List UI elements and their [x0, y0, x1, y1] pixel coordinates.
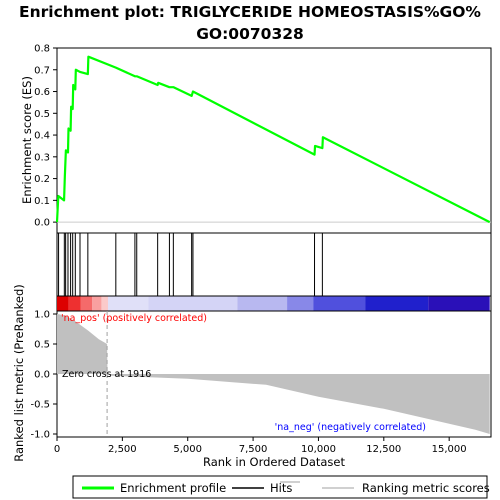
x-tick-label-1: 2,500 — [108, 444, 137, 455]
x-tick-label-0: 0 — [54, 444, 60, 455]
metric-area-group — [57, 314, 490, 434]
heatmap-segment-11 — [428, 296, 490, 311]
es-line — [55, 55, 491, 224]
x-axis-ticks: 0 2,500 5,000 7,500 10,000 12,500 15,000 — [54, 437, 467, 455]
es-tick-label-7: 0.7 — [34, 65, 50, 76]
es-axis-ticks: 0.0 0.1 0.2 0.3 0.4 0.5 0.6 0.7 0.8 — [34, 44, 491, 229]
metric-area — [57, 314, 490, 434]
es-tick-label-6: 0.6 — [34, 87, 50, 98]
heatmap-segment-6 — [148, 296, 238, 311]
heatmap-segment-3 — [92, 296, 102, 311]
heatmap-segment-4 — [101, 296, 108, 311]
x-tick-label-3: 7,500 — [239, 444, 268, 455]
legend-metric-label: Ranking metric scores — [362, 481, 490, 495]
es-tick-label-8: 0.8 — [34, 44, 50, 55]
es-tick-label-1: 0.1 — [34, 196, 50, 207]
es-tick-label-4: 0.4 — [34, 131, 50, 142]
heatmap-segment-10 — [365, 296, 429, 311]
hit-marks — [58, 233, 323, 296]
x-tick-label-2: 5,000 — [173, 444, 202, 455]
heatmap-segment-9 — [313, 296, 366, 311]
legend-es-label: Enrichment profile — [120, 481, 226, 495]
x-axis-label: Rank in Ordered Dataset — [203, 455, 346, 469]
x-tick-label-6: 15,000 — [432, 444, 467, 455]
metric-tick-label-3: -0.5 — [30, 400, 50, 411]
heatmap-segment-7 — [237, 296, 288, 311]
es-line-group — [55, 55, 491, 224]
neg-correlated-label: 'na_neg' (negatively correlated) — [275, 422, 426, 433]
x-tick-label-5: 12,500 — [366, 444, 401, 455]
chart-title-line1: Enrichment plot: TRIGLYCERIDE HOMEOSTASI… — [19, 3, 481, 21]
legend-box — [72, 475, 488, 499]
heatmap-segment-5 — [107, 296, 149, 311]
heatmap-segment-0 — [57, 296, 69, 311]
es-tick-label-2: 0.2 — [34, 174, 50, 185]
chart-title-line2: GO:0070328 — [196, 25, 304, 43]
es-y-axis-label: Enrichment score (ES) — [20, 76, 34, 204]
metric-tick-label-1: 0.5 — [34, 340, 50, 351]
es-tick-label-3: 0.3 — [34, 152, 50, 163]
rank-heatmap — [57, 296, 490, 311]
metric-tick-label-4: -1.0 — [30, 430, 50, 441]
metric-tick-label-2: 0.0 — [34, 370, 50, 381]
zero-cross-label: Zero cross at 1916 — [62, 369, 151, 380]
legend-hits-label: Hits — [270, 481, 292, 495]
es-tick-label-0: 0.0 — [34, 218, 50, 229]
es-tick-label-5: 0.5 — [34, 109, 50, 120]
x-tick-label-4: 10,000 — [301, 444, 336, 455]
pos-correlated-label: 'na_pos' (positively correlated) — [61, 313, 207, 324]
heatmap-segment-1 — [68, 296, 81, 311]
metric-axis-ticks: 1.0 0.5 0.0 -0.5 -1.0 — [30, 310, 57, 441]
heatmap-segment-2 — [80, 296, 93, 311]
metric-tick-label-0: 1.0 — [34, 310, 50, 321]
heatmap-segment-8 — [287, 296, 314, 311]
metric-y-axis-label: Ranked list metric (PreRanked) — [12, 284, 26, 462]
